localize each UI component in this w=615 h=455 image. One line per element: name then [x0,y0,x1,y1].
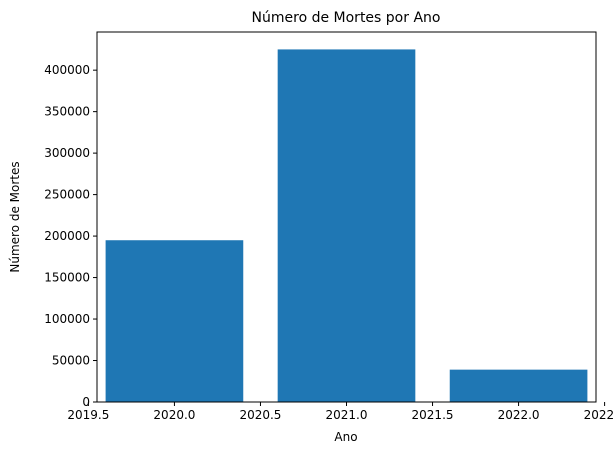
x-axis-label: Ano [334,430,357,444]
y-tick-label: 50000 [52,354,90,368]
x-tick-label: 2020.5 [239,408,281,422]
y-tick-label: 0 [82,395,90,409]
x-axis-ticks: 2019.5 2020.0 2020.5 2021.0 2021.5 2022.0 2022… [67,402,615,422]
x-tick-label: 2021.0 [326,408,368,422]
x-tick-label: 2022.0 [498,408,540,422]
y-axis-ticks: 0 50000 100000 150000 200000 250000 300000 3500… [44,63,97,409]
bars-group [105,49,588,403]
y-tick-label: 300000 [44,146,90,160]
bar-2020 [105,240,244,402]
chart-title: Número de Mortes por Ano [252,10,441,26]
y-tick-label: 100000 [44,312,90,326]
y-tick-label: 250000 [44,188,90,202]
bar-2021 [277,49,416,403]
y-tick-label: 400000 [44,63,90,77]
y-tick-label: 200000 [44,229,90,243]
x-tick-label: 2020.0 [153,408,195,422]
x-tick-label: 2021.5 [412,408,454,422]
x-tick-label: 2019.5 [67,408,109,422]
y-tick-label: 150000 [44,271,90,285]
x-tick-label: 2022.5 [584,408,615,422]
y-tick-label: 350000 [44,105,90,119]
y-axis-label: Número de Mortes [8,161,22,272]
bar-2022 [449,369,588,402]
